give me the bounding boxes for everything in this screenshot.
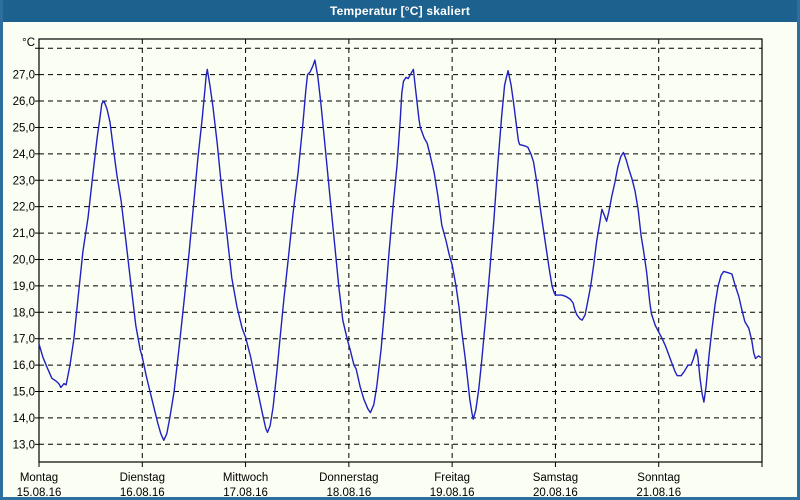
plot-border xyxy=(38,38,763,463)
y-tick-label: 25,0 xyxy=(13,122,35,134)
y-tick-label: 18,0 xyxy=(13,307,35,319)
y-tick-label: 22,0 xyxy=(13,202,35,214)
date-label: 18.08.16 xyxy=(326,487,371,499)
y-tick-label: 17,0 xyxy=(13,334,35,346)
day-label: Freitag xyxy=(434,472,470,484)
y-tick-label: 24,0 xyxy=(13,149,35,161)
temperature-line xyxy=(38,59,761,441)
window-titlebar[interactable]: Temperatur [°C] skaliert xyxy=(3,0,797,22)
y-axis-unit: °C xyxy=(22,37,35,49)
day-label: Donnerstag xyxy=(319,472,378,484)
day-label: Mittwoch xyxy=(223,472,268,484)
y-tick-label: 20,0 xyxy=(13,254,35,266)
y-tick-label: 23,0 xyxy=(13,175,35,187)
day-label: Montag xyxy=(20,472,58,484)
window-title: Temperatur [°C] skaliert xyxy=(329,4,471,18)
date-label: 19.08.16 xyxy=(430,487,475,499)
date-label: 20.08.16 xyxy=(533,487,578,499)
date-label: 21.08.16 xyxy=(636,487,681,499)
y-tick-label: 21,0 xyxy=(13,228,35,240)
y-tick-label: 15,0 xyxy=(13,387,35,399)
y-tick-label: 27,0 xyxy=(13,70,35,82)
date-label: 16.08.16 xyxy=(120,487,165,499)
day-label: Dienstag xyxy=(120,472,165,484)
y-tick-label: 13,0 xyxy=(13,439,35,451)
y-tick-label: 14,0 xyxy=(13,413,35,425)
day-label: Samstag xyxy=(533,472,578,484)
date-label: 15.08.16 xyxy=(17,487,62,499)
date-label: 17.08.16 xyxy=(223,487,268,499)
y-tick-label: 19,0 xyxy=(13,281,35,293)
day-label: Sonntag xyxy=(637,472,680,484)
y-tick-label: 26,0 xyxy=(13,96,35,108)
y-tick-label: 16,0 xyxy=(13,360,35,372)
